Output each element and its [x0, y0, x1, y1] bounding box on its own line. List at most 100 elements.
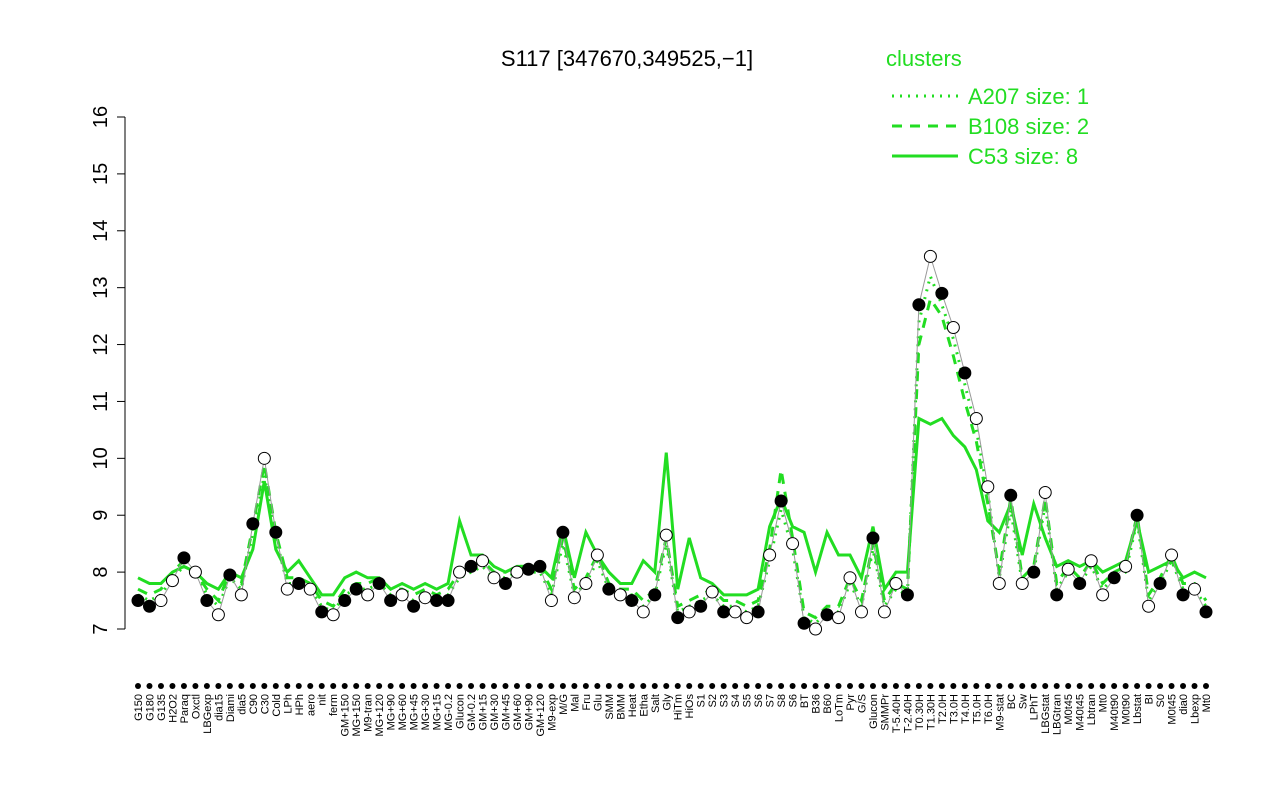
point	[1199, 605, 1213, 619]
rug	[410, 683, 417, 689]
point	[567, 591, 581, 605]
rug	[180, 683, 187, 689]
rug	[996, 683, 1003, 689]
rug	[1099, 683, 1106, 689]
x-tick-label: nit	[317, 694, 329, 706]
point	[705, 585, 719, 599]
point	[1130, 508, 1144, 522]
rug	[594, 683, 601, 689]
x-tick-label: T0.30H	[914, 694, 926, 730]
point	[1027, 565, 1041, 579]
x-tick-label: HPh	[294, 694, 306, 715]
point	[694, 599, 708, 613]
rug	[399, 683, 406, 689]
rug	[904, 683, 911, 689]
point	[1176, 588, 1190, 602]
rug	[1030, 683, 1037, 689]
rug	[755, 683, 762, 689]
x-tick-label: Mal	[569, 694, 581, 712]
point	[211, 608, 225, 622]
point	[453, 565, 467, 579]
x-tick-label: T4.0H	[960, 694, 972, 724]
rug	[135, 683, 141, 689]
rug	[938, 683, 945, 689]
x-tick-label: M40t90	[1109, 694, 1121, 731]
x-tick-label: LBGtran	[1052, 694, 1064, 735]
x-tick-label: S0	[1155, 694, 1167, 707]
rug	[1134, 683, 1141, 689]
x-tick-label: C30	[259, 694, 271, 714]
rug	[1168, 683, 1175, 689]
x-tick-label: GM+150	[340, 694, 352, 737]
x-tick-label: MG+150	[351, 694, 363, 737]
x-tick-label: T6.0H	[983, 694, 995, 724]
x-tick-label: C90	[248, 694, 260, 714]
point	[1165, 548, 1179, 562]
point	[1004, 488, 1018, 502]
x-tick-label: Lbexp	[1190, 694, 1202, 724]
x-tick-label: Glu	[592, 694, 604, 711]
rug	[605, 683, 612, 689]
x-tick-label: SMM	[604, 694, 616, 720]
rug	[1157, 683, 1164, 689]
point	[257, 451, 271, 465]
rug	[318, 683, 325, 689]
rug	[307, 683, 314, 689]
point	[820, 608, 834, 622]
rug	[353, 683, 360, 689]
x-tick-label: T-2.40H	[902, 694, 914, 733]
rug	[341, 683, 348, 689]
point	[177, 551, 191, 565]
rug	[858, 683, 865, 689]
point	[533, 559, 547, 573]
x-tick-label: SMMPr	[879, 694, 891, 731]
point	[142, 599, 156, 613]
rug	[157, 683, 164, 689]
point	[854, 605, 868, 619]
rug	[571, 683, 578, 689]
rug	[203, 683, 210, 689]
y-tick-label: 8	[90, 567, 112, 578]
rug	[812, 683, 819, 689]
x-tick-label: M0t45	[1063, 694, 1075, 725]
rug	[1203, 683, 1209, 689]
point	[200, 594, 214, 608]
x-tick-label: GM+90	[523, 694, 535, 730]
x-tick-label: Lbtran	[1086, 694, 1098, 725]
x-tick-label: Glucon	[868, 694, 880, 729]
point	[349, 582, 363, 596]
point	[671, 611, 685, 625]
y-tick-label: 11	[90, 391, 112, 412]
point	[717, 605, 731, 619]
x-tick-label: S5	[742, 694, 754, 707]
rug	[284, 683, 291, 689]
point	[648, 588, 662, 602]
rug	[628, 683, 635, 689]
x-tick-label: Mt0	[1098, 694, 1110, 712]
rug	[881, 683, 888, 689]
point	[866, 531, 880, 545]
rug	[663, 683, 670, 689]
profile-line	[137, 254, 1207, 630]
rug	[582, 683, 589, 689]
legend-label: B108 size: 2	[968, 114, 1089, 139]
point	[625, 594, 639, 608]
x-tick-label: M40t45	[1075, 694, 1087, 731]
x-tick-label: MG+90	[386, 694, 398, 730]
rug	[732, 683, 739, 689]
rug	[192, 683, 199, 689]
point	[958, 366, 972, 380]
rug	[847, 683, 853, 689]
point	[223, 568, 237, 582]
x-tick-label: HiTm	[673, 694, 685, 720]
rug	[1111, 683, 1118, 689]
rug	[824, 683, 831, 689]
x-tick-label: dia0	[1178, 694, 1190, 715]
x-tick-label: S2	[707, 694, 719, 707]
point	[613, 588, 627, 602]
rug	[1053, 683, 1060, 689]
rug	[468, 683, 475, 689]
point	[1073, 576, 1087, 590]
rug	[146, 683, 153, 689]
x-tick-label: G135	[156, 694, 168, 721]
